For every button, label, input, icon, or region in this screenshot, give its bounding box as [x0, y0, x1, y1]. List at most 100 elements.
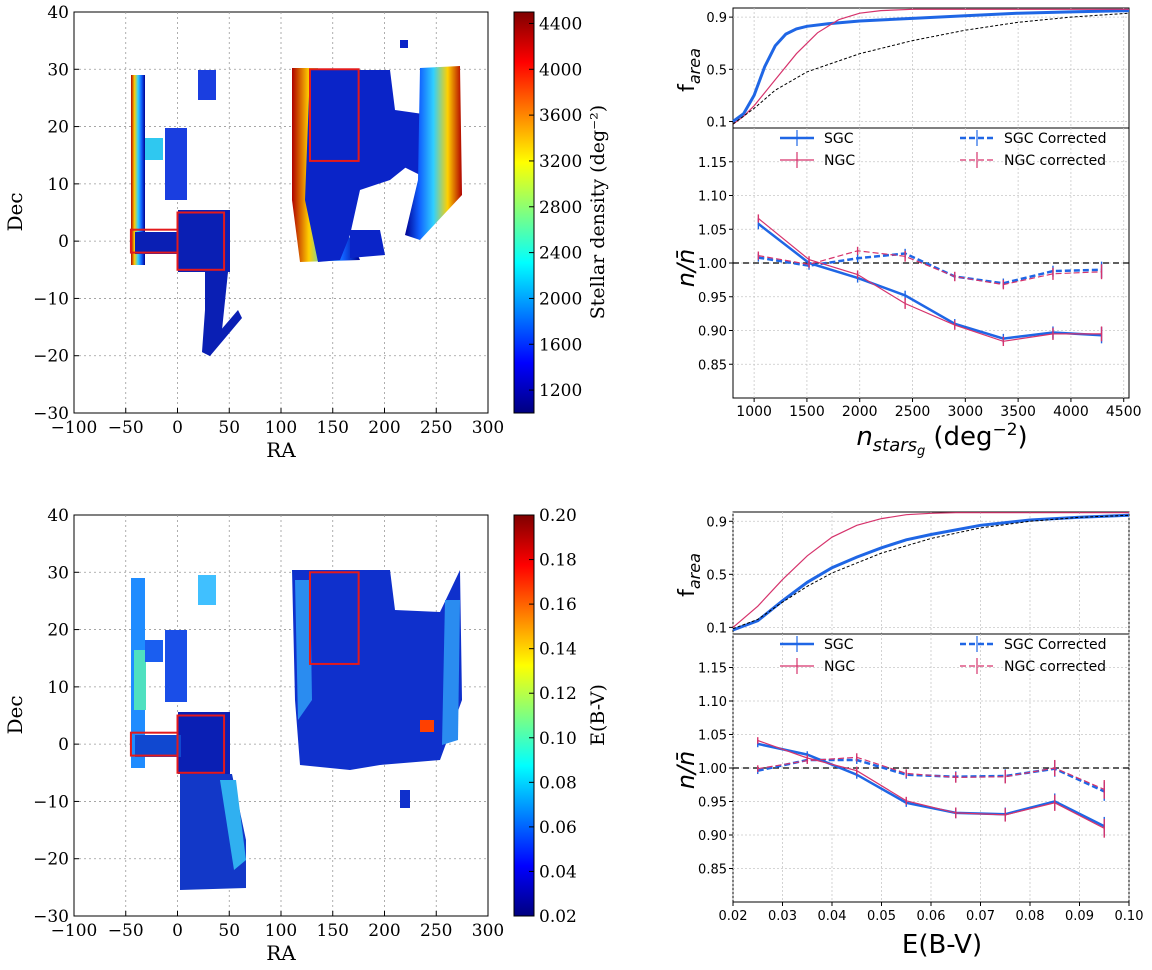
map1-colorbar-ticks: 1200 1600 2000 2400 2800 3200 3600 4000 4400: [529, 14, 582, 401]
ratio1-xlabel-n: n: [856, 422, 872, 452]
map1-footprint: [131, 40, 462, 356]
p-ratio1-xtick-label: 1500: [789, 404, 825, 420]
map1-colorbar: [513, 11, 535, 414]
p-ratio1-ytick-label: 0.85: [698, 358, 727, 373]
p-ratio2-xtick-label: 0.08: [1016, 909, 1045, 924]
map1-sgc-strip-left: [131, 75, 145, 265]
map1-sgc-patch-mid: [165, 128, 187, 200]
p-farea2-ytick-label: 0.1: [706, 621, 727, 636]
farea2-ylabel-sub: area: [685, 553, 704, 589]
p-ratio2-xtick-label: 0.02: [719, 909, 748, 924]
map2-sgc-patch: [145, 640, 163, 662]
map2-cbtick-label: 0.18: [539, 551, 577, 571]
p-ratio1-legend-label: SGC: [824, 131, 854, 147]
map1-xtick-label: 100: [265, 418, 297, 438]
farea2-ylabel: farea: [675, 553, 704, 597]
p-ratio1-series-3: [758, 250, 1102, 286]
map2-xtick-label: 100: [265, 921, 297, 941]
p-ratio2-xtick-label: 0.09: [1065, 909, 1094, 924]
p-ratio2-xtick-label: 0.04: [818, 909, 847, 924]
map2-xtick-label: 0: [172, 921, 183, 941]
p-ratio1-ytick-label: 1.10: [698, 190, 727, 205]
map1-ngc-right-band: [405, 66, 462, 240]
map2-xtick-label: 300: [472, 921, 504, 941]
p-ratio1-ytick-label: 0.95: [698, 291, 727, 306]
p-farea1-ytick-label: 0.9: [706, 11, 727, 26]
map1-box-1: [176, 211, 226, 271]
map2-ngc-right-band: [442, 600, 460, 745]
p-ratio1-ytick-label: 1.15: [698, 156, 727, 171]
map2-xtick-label: 150: [317, 921, 349, 941]
map1-xtick-label: 300: [472, 418, 504, 438]
map2-ytick-label: −10: [33, 792, 69, 812]
farea2-ylabel-f: f: [675, 588, 700, 597]
map1-xtick-label: −100: [51, 418, 98, 438]
map1-ngc-dot: [400, 40, 408, 48]
map1-region-boxes: [129, 68, 360, 271]
map2-colorbar: [513, 514, 535, 917]
p-ratio2-xtick-label: 0.05: [867, 909, 896, 924]
map2-ytick-label: 20: [47, 621, 69, 641]
map1-ngc-main: [305, 70, 440, 262]
ratio2-ylabel: n/n̄: [672, 751, 700, 790]
p-ratio1-legend-label: NGC corrected: [1004, 153, 1106, 169]
p-farea1-series-1: [732, 8, 1129, 125]
ratio1-xlabel-exp: −2: [992, 420, 1017, 440]
p-ratio2-series-0: [757, 742, 1105, 828]
map2-cbtick-label: 0.10: [539, 729, 577, 749]
ratio1-xlabel-unit: (deg: [933, 422, 992, 452]
map2-xlabel: RA: [266, 941, 296, 965]
map2-ytick-label: −20: [33, 850, 69, 870]
map1-ytick-label: 20: [47, 118, 69, 138]
p-ratio1-ytick-label: 1.05: [698, 223, 727, 238]
map2-cbtick-label: 0.02: [539, 907, 577, 927]
p-farea1-ytick-label: 0.5: [706, 63, 727, 78]
ratio-stars-panel: 0.85 0.90 0.95 1.00 1.05 1.10 1.15 1000 1500 2000…: [698, 127, 1142, 420]
p-ratio1-legend-label: NGC: [824, 153, 855, 169]
p-ratio1-legend-label: SGC Corrected: [1004, 131, 1107, 147]
p-ratio1-xtick-label: 4000: [1053, 404, 1089, 420]
map2-ytick-label: −30: [33, 907, 69, 927]
map1-ylabel: Dec: [3, 192, 27, 231]
map1-xtick-label: 0: [172, 418, 183, 438]
p-ratio2-legend-label: NGC corrected: [1004, 659, 1106, 675]
map1-cbtick-label: 3600: [539, 106, 582, 126]
map2-sgc-patch-mid: [165, 630, 187, 702]
map1-sgc-wing: [135, 232, 181, 254]
p-farea2-ytick-label: 0.9: [706, 515, 727, 530]
ebv-map: −100 −50 0 50 100 150 200 250 300 −30−20−1001020…: [3, 506, 609, 965]
map1-cbtick-label: 1600: [539, 335, 582, 355]
map2-region-boxes: [129, 571, 360, 774]
p-farea2-series-1: [732, 512, 1129, 628]
farea1-ylabel-f: f: [675, 83, 700, 92]
farea-ebv-panel: 0.1 0.5 0.9: [706, 511, 1130, 636]
map1-ytick-label: 30: [47, 60, 69, 80]
ratio1-xlabel: nstarsg (deg−2): [856, 420, 1027, 459]
p-ratio2-ytick-label: 0.90: [698, 829, 727, 844]
p-ratio1-ytick-label: 1.00: [698, 257, 727, 272]
map1-ytick-label: −30: [33, 404, 69, 424]
map1-cbtick-label: 2800: [539, 198, 582, 218]
map2-cbtick-label: 0.08: [539, 773, 577, 793]
p-ratio1-ytick-label: 0.90: [698, 325, 727, 340]
p-ratio2-ytick-label: 0.95: [698, 796, 727, 811]
stellar-density-map: −100 −50 0 50 100 150 200 250 300 −30−20−1001020…: [3, 3, 609, 462]
map1-xtick-label: 250: [420, 418, 452, 438]
p-ratio2-ytick-label: 1.10: [698, 695, 727, 710]
map1-ytick-label: 0: [58, 232, 69, 252]
p-ratio2-legend-label: SGC: [824, 637, 854, 653]
p-ratio2-xtick-label: 0.10: [1115, 909, 1144, 924]
p-farea1-series-0: [732, 9, 1130, 123]
map2-cbtick-label: 0.06: [539, 818, 577, 838]
map1-xtick-label: 150: [317, 418, 349, 438]
map1-ytick-label: 10: [47, 175, 69, 195]
p-ratio2-ytick-label: 1.05: [698, 729, 727, 744]
map2-xtick-label: −50: [108, 921, 144, 941]
p-ratio1-xtick-label: 3000: [947, 404, 983, 420]
map1-box-2: [308, 68, 360, 162]
map1-xtick-label: 50: [218, 418, 240, 438]
map1-sgc-tail: [202, 272, 228, 356]
map1-cbtick-label: 2000: [539, 289, 582, 309]
map1-ytick-label: −20: [33, 347, 69, 367]
map1-cbtick-label: 3200: [539, 152, 582, 172]
